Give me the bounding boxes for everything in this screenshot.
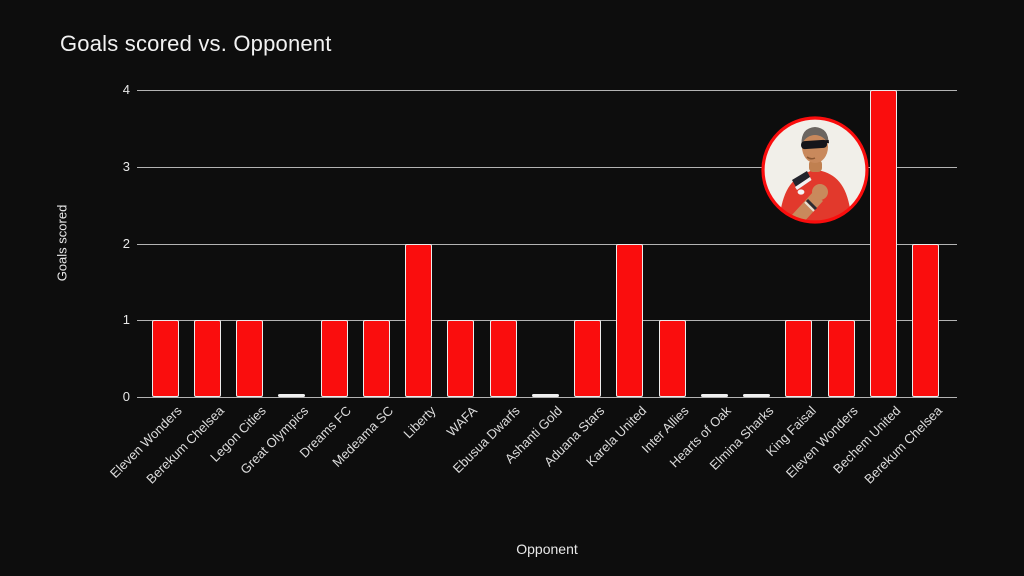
forearm — [791, 192, 823, 221]
sunglasses — [801, 139, 829, 150]
mouth — [806, 156, 816, 160]
y-axis-title: Goals scored — [54, 204, 70, 282]
y-tick-label: 2 — [122, 235, 130, 251]
photo-ring — [761, 116, 869, 224]
bar-inter-allies — [658, 320, 686, 397]
fist — [812, 184, 828, 200]
x-category-label: Eleven Wonders — [106, 403, 185, 481]
bar-dreams-fc — [320, 320, 348, 397]
x-category-label: Eleven Wonders — [782, 403, 861, 481]
bar-berekum-chelsea — [193, 320, 221, 397]
coach-photo — [761, 116, 869, 224]
collar-stripe — [795, 177, 812, 190]
bar-wafa — [447, 320, 475, 397]
y-tick-label: 0 — [122, 389, 130, 404]
neck — [809, 160, 822, 172]
x-category-label: WAFA — [444, 403, 481, 440]
x-category-label: Liberty — [399, 403, 439, 442]
y-tick-label: 3 — [122, 158, 130, 174]
bar-liberty — [405, 243, 433, 397]
chart-title: Goals scored vs. Opponent — [60, 31, 332, 56]
bracelet — [805, 198, 818, 211]
bar-karela-united — [616, 243, 644, 397]
x-category-label: Berekum Chelsea — [143, 403, 227, 487]
bar-ebusua-dwarfs — [489, 320, 517, 397]
gridline — [137, 90, 957, 91]
bar-zero-elmina-sharks — [743, 394, 771, 397]
bar-zero-great-olympics — [278, 394, 306, 397]
bar-legon-cities — [236, 320, 264, 397]
gridline — [137, 243, 957, 245]
y-tick-label: 1 — [122, 312, 130, 328]
gridline — [137, 166, 957, 168]
y-tick-label: 4 — [122, 82, 130, 97]
collar-trim — [792, 171, 810, 187]
x-category-label: Berekum Chelsea — [861, 403, 946, 487]
bar-king-faisal — [785, 320, 813, 397]
bracelet-white — [804, 201, 815, 212]
bar-berekum-chelsea — [912, 243, 940, 397]
gridline — [137, 397, 957, 398]
bar-medeama-sc — [362, 320, 390, 397]
bar-eleven-wonders — [151, 320, 179, 397]
x-axis-title: Opponent — [516, 541, 578, 557]
bar-aduana-stars — [574, 320, 602, 397]
bar-bechem-united — [869, 90, 897, 397]
gridline — [137, 320, 957, 322]
bar-eleven-wonders — [827, 320, 855, 397]
bar-zero-hearts-of-oak — [700, 394, 728, 397]
bar-zero-ashanti-gold — [531, 394, 559, 397]
shirt-logo — [797, 189, 805, 195]
hair — [801, 127, 829, 144]
